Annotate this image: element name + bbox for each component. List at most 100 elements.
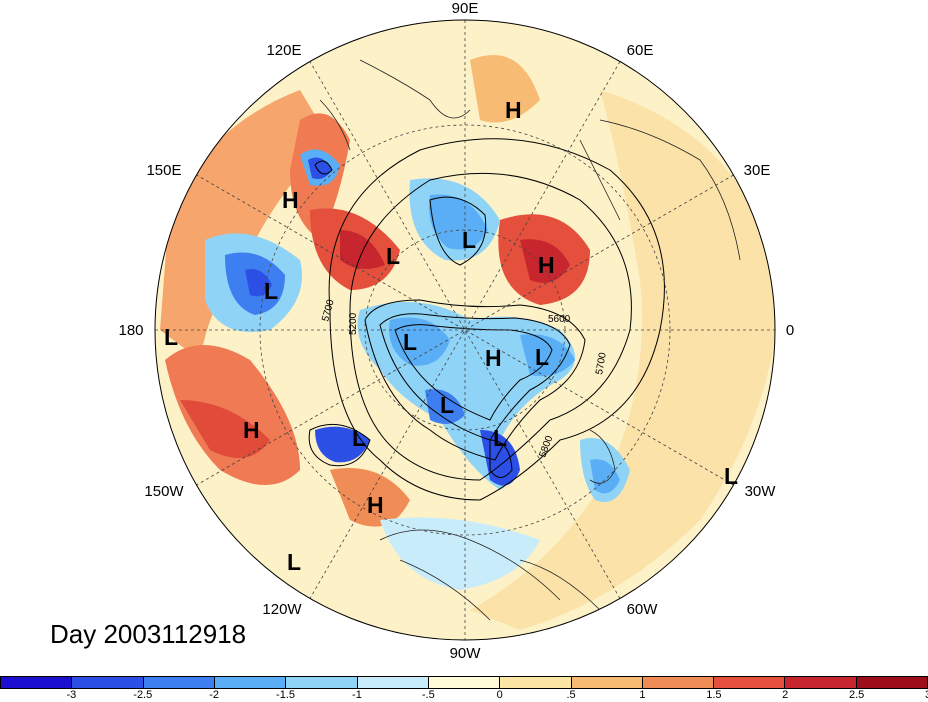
high-marker: H (538, 252, 555, 278)
low-marker: L (462, 227, 476, 253)
meridian-60w (309, 61, 621, 599)
field-cold-hudson (425, 389, 465, 424)
lon-label-0: 0 (786, 322, 794, 339)
longitude-labels: 90E 60E 30E 0 30W 60W 90W 120W 150W 180 … (118, 0, 794, 662)
colorbar-tick-label: .5 (566, 689, 576, 701)
low-marker: L (386, 243, 400, 269)
lon-label-120w: 120W (262, 601, 302, 618)
low-marker: L (493, 425, 507, 451)
contour-label-5200: 5200 (348, 312, 359, 335)
contour-label-5700-right: 5700 (594, 351, 609, 375)
lon-label-30e: 30E (744, 162, 771, 179)
low-marker: L (264, 278, 278, 304)
contour-5700 (349, 172, 632, 481)
field-warm-lower-mid (330, 468, 410, 527)
lon-label-60e: 60E (627, 42, 654, 59)
colorbar-swatch (72, 677, 144, 688)
colorbar-swatch (214, 677, 287, 688)
day-label: Day 2003112918 (50, 619, 247, 649)
lon-label-120e: 120E (266, 42, 301, 59)
field-cold-arctic-1 (389, 317, 450, 366)
meridian-30 (196, 174, 734, 486)
map-border (154, 19, 776, 641)
field-pale-north-america (380, 517, 540, 590)
field-cold-gulf-alaska (315, 426, 370, 463)
colorbar-tick-label: 3 (925, 689, 928, 701)
field-cold-siberia (429, 194, 488, 250)
colorbar-tick-label: -.5 (421, 689, 435, 701)
meridian-60 (309, 61, 621, 599)
field-cold-arctic-2 (520, 334, 575, 376)
coast-north-america (379, 529, 601, 621)
coast-greenland (589, 429, 616, 484)
field-warm-top (470, 55, 540, 123)
low-marker: L (352, 425, 366, 451)
field-warm-dateline-core (340, 230, 385, 269)
colorbar-swatch (714, 677, 786, 688)
field-warm-scandinavia-core (520, 239, 570, 283)
high-marker: H (485, 345, 502, 371)
colorbar-tick-label: 1 (639, 689, 646, 701)
colorbar-tick-label: -2.5 (133, 689, 153, 701)
colorbar-swatch (785, 677, 857, 688)
high-marker: H (282, 187, 299, 213)
high-marker: H (367, 492, 384, 518)
lon-label-60w: 60W (627, 601, 659, 618)
colorbar-swatch (571, 677, 643, 688)
colorbar (0, 676, 928, 689)
lon-label-150e: 150E (146, 162, 181, 179)
contour-kamchatka (314, 160, 333, 175)
low-marker: L (440, 392, 454, 418)
colorbar-tick-label: 0 (496, 689, 503, 701)
colorbar-ticks: -3 -2.5 -2 -1.5 -1 -.5 0 .5 1 1.5 2 2.5 3 (0, 689, 928, 702)
colorbar-tick-label: 2 (782, 689, 789, 701)
coast-asia (319, 59, 471, 151)
colorbar-swatch (500, 677, 572, 688)
lon-label-90e: 90E (452, 0, 479, 17)
contour-labels: 5700 5200 5600 5700 5800 (320, 298, 609, 459)
contour-outer (328, 138, 665, 501)
latitude-circle-70 (364, 229, 566, 431)
low-marker: L (724, 463, 738, 489)
colorbar-swatch (357, 677, 429, 688)
height-contours (308, 138, 665, 501)
lon-label-150w: 150W (144, 483, 184, 500)
high-marker: H (243, 417, 260, 443)
lon-label-180: 180 (118, 322, 143, 339)
low-marker: L (403, 329, 417, 355)
low-marker: L (164, 324, 178, 350)
lon-label-30w: 30W (745, 483, 777, 500)
high-marker: H (505, 97, 522, 123)
field-warm-right (470, 90, 775, 630)
contour-siberia (429, 196, 487, 266)
low-marker: L (535, 344, 549, 370)
contour-label-5600: 5600 (548, 314, 571, 325)
coastlines (319, 59, 741, 621)
lon-label-90w: 90W (450, 645, 482, 662)
contour-5200 (394, 324, 553, 421)
colorbar-swatch (856, 677, 928, 688)
field-cold-pacific-core (245, 269, 272, 297)
field-cold-atlantic-core (590, 459, 620, 494)
colorbar-swatch (1, 677, 73, 688)
colorbar-tick-label: -3 (66, 689, 77, 701)
field-warm-lower-left-core (180, 400, 270, 458)
colorbar-tick-label: -2 (209, 689, 220, 701)
contour-5400 (379, 313, 571, 441)
colorbar-tick-label: 1.5 (706, 689, 722, 701)
anomaly-field (155, 20, 775, 640)
meridian-30w (196, 174, 734, 486)
colorbar-tick-label: -1.5 (276, 689, 296, 701)
graticule (155, 20, 775, 640)
colorbar-swatch (642, 677, 715, 688)
pressure-markers: H H L H L L L L H L L H L L L H L (164, 97, 738, 575)
latitude-circle-40 (259, 124, 671, 536)
colorbar-tick-label: 2.5 (848, 689, 865, 701)
contour-5600 (364, 299, 586, 461)
colorbar-swatch (143, 677, 215, 688)
colorbar-swatch (428, 677, 501, 688)
contour-greatlakes (489, 439, 513, 478)
contour-gulf-alaska (308, 423, 371, 467)
colorbar-tick-label: -1 (352, 689, 362, 701)
